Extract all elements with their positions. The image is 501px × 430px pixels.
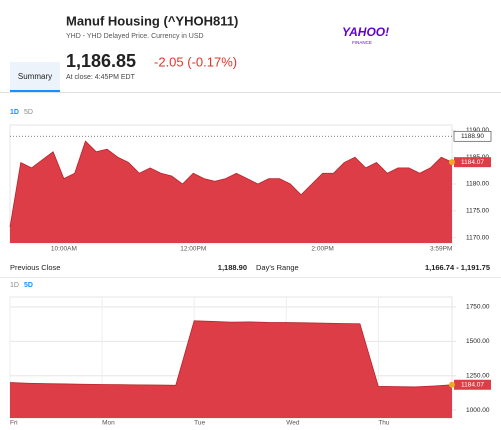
quote-title: Manuf Housing (^YHOH811) bbox=[66, 13, 238, 28]
last-price-label: 1184.07 bbox=[461, 159, 484, 166]
area bbox=[10, 141, 452, 243]
stat-label: Previous Close bbox=[10, 263, 60, 272]
area bbox=[10, 320, 452, 418]
y-tick-label: 1190.00 bbox=[466, 127, 489, 134]
range-tab[interactable]: 5D bbox=[24, 282, 33, 289]
y-tick-label: 1250.00 bbox=[466, 372, 490, 379]
price: 1,186.85 bbox=[66, 51, 136, 71]
logo: YAHOO! bbox=[342, 25, 389, 39]
last-price-box bbox=[454, 157, 491, 168]
y-tick-label: 1750.00 bbox=[466, 304, 490, 311]
y-tick-label: 1170.00 bbox=[466, 234, 489, 241]
stat-value: 1,166.74 - 1,191.75 bbox=[425, 263, 490, 272]
x-tick-label: 3:59PM bbox=[430, 246, 452, 253]
x-tick-label: Wed bbox=[286, 420, 300, 427]
previous-close-label: 1188.90 bbox=[461, 133, 484, 140]
y-tick-label: 1180.00 bbox=[466, 181, 489, 188]
x-tick-label: Mon bbox=[102, 420, 115, 427]
y-tick-label: 1500.00 bbox=[466, 338, 490, 345]
x-tick-label: Tue bbox=[194, 420, 205, 427]
area-line bbox=[9, 140, 453, 227]
summary-tab[interactable]: Summary bbox=[18, 72, 52, 81]
y-tick-label: 1175.00 bbox=[466, 208, 489, 215]
area-line bbox=[9, 320, 453, 388]
previous-close-box bbox=[453, 130, 492, 142]
price-change: -2.05 (-0.17%) bbox=[154, 54, 237, 69]
close-time: At close: 4:45PM EDT bbox=[66, 74, 136, 81]
range-tab[interactable]: 1D bbox=[10, 282, 19, 289]
last-price-label: 1184.07 bbox=[461, 381, 484, 388]
x-tick-label: Thu bbox=[378, 420, 390, 427]
tab-bg[interactable] bbox=[10, 62, 60, 92]
range-tab[interactable]: 1D bbox=[10, 109, 19, 116]
last-price-box bbox=[454, 379, 491, 390]
stat-value: 1,188.90 bbox=[218, 263, 247, 272]
x-tick-label: 12:00PM bbox=[180, 246, 206, 253]
x-tick-label: Fri bbox=[10, 420, 18, 427]
x-tick-label: 10:00AM bbox=[51, 246, 77, 253]
quote-subtitle: YHD - YHD Delayed Price. Currency in USD bbox=[66, 33, 204, 40]
stat-label: Day's Range bbox=[256, 263, 299, 272]
y-tick-label: 1000.00 bbox=[466, 407, 490, 414]
last-price-dot bbox=[449, 159, 455, 166]
last-price-dot bbox=[449, 381, 455, 388]
x-tick-label: 2:00PM bbox=[311, 246, 333, 253]
range-tab[interactable]: 5D bbox=[24, 109, 33, 116]
logo-sub: FINANCE bbox=[352, 40, 372, 45]
